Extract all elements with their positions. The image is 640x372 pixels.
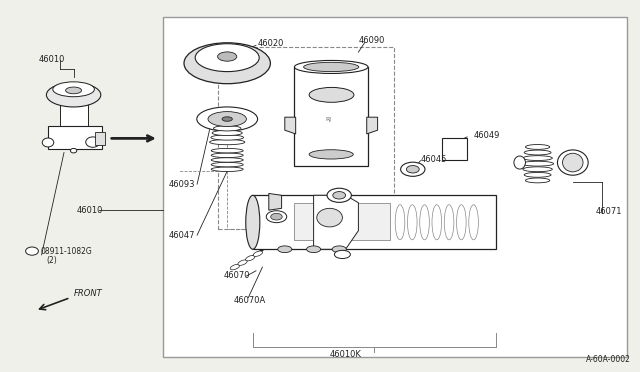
Ellipse shape xyxy=(303,62,359,71)
Bar xyxy=(442,138,467,160)
Text: 46010K: 46010K xyxy=(330,350,362,359)
Text: 46049: 46049 xyxy=(474,131,500,140)
Ellipse shape xyxy=(210,140,244,145)
Ellipse shape xyxy=(525,145,550,150)
Ellipse shape xyxy=(211,167,243,171)
Ellipse shape xyxy=(332,246,346,253)
Bar xyxy=(294,203,390,240)
Ellipse shape xyxy=(401,162,425,176)
Ellipse shape xyxy=(70,148,77,153)
Polygon shape xyxy=(269,193,282,210)
Text: RJ: RJ xyxy=(325,116,332,122)
Text: (2): (2) xyxy=(46,256,57,265)
Ellipse shape xyxy=(406,166,419,173)
Ellipse shape xyxy=(47,83,101,107)
Ellipse shape xyxy=(525,178,550,183)
Bar xyxy=(294,67,368,166)
Ellipse shape xyxy=(523,167,552,172)
Ellipse shape xyxy=(271,213,282,220)
Text: 46093: 46093 xyxy=(169,180,195,189)
Text: FRONT: FRONT xyxy=(74,289,102,298)
Ellipse shape xyxy=(309,87,354,102)
Ellipse shape xyxy=(523,155,552,161)
Text: 46010: 46010 xyxy=(38,55,65,64)
Bar xyxy=(95,132,105,145)
Ellipse shape xyxy=(309,150,353,159)
Ellipse shape xyxy=(211,135,243,140)
Polygon shape xyxy=(314,195,358,249)
Ellipse shape xyxy=(253,251,262,256)
Text: 46090: 46090 xyxy=(358,36,385,45)
Ellipse shape xyxy=(86,137,100,147)
Ellipse shape xyxy=(212,130,242,135)
Ellipse shape xyxy=(211,158,243,162)
Ellipse shape xyxy=(246,256,255,261)
Bar xyxy=(48,126,102,149)
Ellipse shape xyxy=(266,211,287,222)
Ellipse shape xyxy=(294,61,368,74)
Text: 46020: 46020 xyxy=(257,39,284,48)
Polygon shape xyxy=(285,117,296,134)
Text: 46010: 46010 xyxy=(77,206,103,215)
Text: A-60A-0002: A-60A-0002 xyxy=(586,355,630,364)
Ellipse shape xyxy=(211,148,243,153)
Ellipse shape xyxy=(211,163,243,167)
Bar xyxy=(218,46,394,229)
Ellipse shape xyxy=(222,117,232,121)
Ellipse shape xyxy=(208,112,246,126)
Ellipse shape xyxy=(184,43,270,84)
Ellipse shape xyxy=(195,44,259,72)
Text: 46045: 46045 xyxy=(296,196,322,205)
Ellipse shape xyxy=(66,87,82,94)
Text: 46071: 46071 xyxy=(596,207,622,216)
Ellipse shape xyxy=(327,188,351,202)
Polygon shape xyxy=(367,117,378,134)
Ellipse shape xyxy=(211,153,243,158)
Ellipse shape xyxy=(238,260,247,265)
Text: 46070A: 46070A xyxy=(234,296,266,305)
Text: 46047: 46047 xyxy=(169,231,195,240)
Ellipse shape xyxy=(53,82,95,97)
Ellipse shape xyxy=(42,138,54,147)
Ellipse shape xyxy=(557,150,588,175)
Ellipse shape xyxy=(522,161,554,166)
Bar xyxy=(163,17,627,357)
Text: 46045: 46045 xyxy=(421,155,447,164)
Ellipse shape xyxy=(26,247,38,255)
Ellipse shape xyxy=(317,208,342,227)
Ellipse shape xyxy=(307,246,321,253)
Ellipse shape xyxy=(230,264,239,270)
Ellipse shape xyxy=(197,107,257,131)
Text: 46070: 46070 xyxy=(224,271,250,280)
Text: N: N xyxy=(29,248,35,254)
Text: 08911-1082G: 08911-1082G xyxy=(40,247,92,256)
Ellipse shape xyxy=(333,192,346,199)
Bar xyxy=(253,195,496,249)
Ellipse shape xyxy=(214,126,241,131)
Ellipse shape xyxy=(563,153,583,172)
Ellipse shape xyxy=(514,156,525,169)
Ellipse shape xyxy=(524,173,551,177)
Ellipse shape xyxy=(246,195,260,249)
Bar xyxy=(60,96,88,126)
Ellipse shape xyxy=(524,150,551,155)
Ellipse shape xyxy=(278,246,292,253)
Ellipse shape xyxy=(335,250,351,259)
Ellipse shape xyxy=(218,52,237,61)
